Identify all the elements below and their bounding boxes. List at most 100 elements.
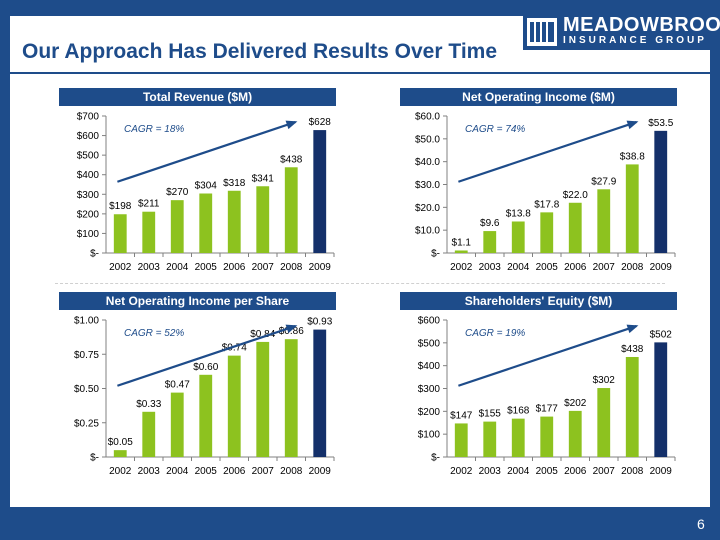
value-label: $0.74 — [222, 343, 247, 354]
y-tick-label: $300 — [77, 190, 100, 201]
bar-2005 — [540, 212, 554, 253]
slide-frame-top — [0, 0, 720, 16]
value-label: $155 — [479, 409, 502, 420]
value-label: $211 — [138, 199, 160, 210]
x-tick-label: 2004 — [507, 466, 530, 477]
x-tick-label: 2005 — [195, 466, 218, 477]
bar-2003 — [142, 211, 156, 253]
y-tick-label: $30.0 — [415, 180, 440, 191]
page-number: 6 — [697, 516, 705, 532]
bar-2004 — [511, 221, 525, 253]
value-label: $38.8 — [620, 151, 645, 162]
chart-noi-per-share: $- $0.25 $0.50 $0.75 $1.00 $0.05 2002 $0.33 2003… — [74, 316, 335, 477]
bar-2004 — [170, 200, 184, 253]
x-tick-label: 2007 — [252, 466, 275, 477]
value-label: $22.0 — [563, 190, 588, 201]
value-label: $0.84 — [250, 329, 275, 340]
value-label: $0.86 — [279, 326, 304, 337]
x-tick-label: 2007 — [593, 466, 616, 477]
bar-2008 — [284, 339, 298, 457]
y-tick-label: $20.0 — [415, 203, 440, 214]
bar-2009 — [313, 329, 327, 457]
trend-arrow-line — [117, 324, 296, 387]
y-tick-label: $200 — [418, 407, 441, 418]
bar-2002 — [113, 450, 127, 457]
trend-arrow-head-icon — [285, 120, 298, 130]
x-tick-label: 2002 — [109, 262, 132, 273]
cagr-annotation: CAGR = 52% — [124, 328, 184, 339]
logo-tagline: INSURANCE GROUP — [563, 35, 707, 46]
trend-arrow-line — [458, 120, 637, 183]
x-tick-label: 2009 — [309, 262, 332, 273]
bar-2002 — [113, 214, 127, 253]
bar-2007 — [256, 186, 270, 253]
value-label: $168 — [507, 406, 530, 417]
x-tick-label: 2002 — [109, 466, 132, 477]
trend-arrow-head-icon — [626, 324, 639, 334]
cagr-annotation: CAGR = 74% — [465, 124, 525, 135]
y-tick-label: $60.0 — [415, 112, 440, 123]
y-tick-label: $100 — [418, 430, 441, 441]
chart-shareholders-equity: $- $100 $200 $300 $400 $500 $600 $147 2002 $155 20… — [418, 316, 676, 477]
x-tick-label: 2008 — [621, 466, 644, 477]
bar-2004 — [511, 418, 525, 457]
slide-title: Our Approach Has Delivered Results Over … — [22, 40, 498, 63]
value-label: $628 — [309, 117, 332, 128]
chart-net-operating-income: $- $10.0 $20.0 $30.0 $40.0 $50.0 $60.0 $1.1 2002… — [415, 112, 676, 273]
x-tick-label: 2006 — [223, 262, 246, 273]
chart-title-noi-per-share: Net Operating Income per Share — [59, 292, 336, 310]
value-label: $0.33 — [136, 399, 161, 410]
x-tick-label: 2008 — [280, 466, 303, 477]
x-tick-label: 2009 — [309, 466, 332, 477]
x-tick-label: 2009 — [650, 466, 673, 477]
value-label: $341 — [252, 173, 275, 184]
y-tick-label: $1.00 — [74, 316, 99, 327]
y-tick-label: $700 — [77, 112, 100, 123]
x-tick-label: 2004 — [166, 466, 189, 477]
bar-2003 — [483, 231, 497, 253]
bar-2005 — [199, 193, 213, 253]
section-divider — [55, 283, 665, 284]
y-tick-label: $50.0 — [415, 134, 440, 145]
x-tick-label: 2004 — [166, 262, 189, 273]
x-tick-label: 2005 — [536, 262, 559, 273]
trend-arrow-line — [458, 324, 637, 387]
value-label: $17.8 — [534, 199, 559, 210]
y-tick-label: $400 — [418, 361, 441, 372]
slide-frame-bottom — [0, 507, 720, 540]
value-label: $1.1 — [452, 237, 472, 248]
bar-2002 — [454, 423, 468, 457]
y-tick-label: $10.0 — [415, 226, 440, 237]
x-tick-label: 2008 — [621, 262, 644, 273]
bar-2005 — [540, 416, 554, 457]
bar-2006 — [227, 355, 241, 457]
chart-title-shareholders-equity: Shareholders' Equity ($M) — [400, 292, 677, 310]
x-tick-label: 2003 — [138, 262, 161, 273]
chart-total-revenue: $- $100 $200 $300 $400 $500 $600 $700 $198 2002 $2… — [77, 112, 335, 273]
x-tick-label: 2007 — [593, 262, 616, 273]
bar-2005 — [199, 374, 213, 457]
value-label: $270 — [166, 187, 189, 198]
value-label: $0.93 — [307, 317, 332, 328]
y-tick-label: $- — [431, 249, 440, 260]
y-tick-label: $500 — [418, 338, 441, 349]
x-tick-label: 2005 — [536, 466, 559, 477]
value-label: $13.8 — [506, 208, 531, 219]
bar-2007 — [597, 388, 611, 457]
x-tick-label: 2003 — [138, 466, 161, 477]
bar-2008 — [284, 167, 298, 253]
value-label: $318 — [223, 178, 246, 189]
value-label: $27.9 — [591, 176, 616, 187]
x-tick-label: 2003 — [479, 466, 502, 477]
bar-2006 — [568, 202, 582, 253]
bar-2009 — [654, 130, 668, 253]
value-label: $9.6 — [480, 218, 500, 229]
trend-arrow-head-icon — [626, 120, 639, 130]
y-tick-label: $600 — [77, 131, 100, 142]
x-tick-label: 2008 — [280, 262, 303, 273]
bar-2006 — [568, 410, 582, 457]
bar-2009 — [654, 342, 668, 457]
value-label: $0.05 — [108, 437, 133, 448]
logo-building-icon — [527, 18, 557, 46]
chart-title-total-revenue: Total Revenue ($M) — [59, 88, 336, 106]
